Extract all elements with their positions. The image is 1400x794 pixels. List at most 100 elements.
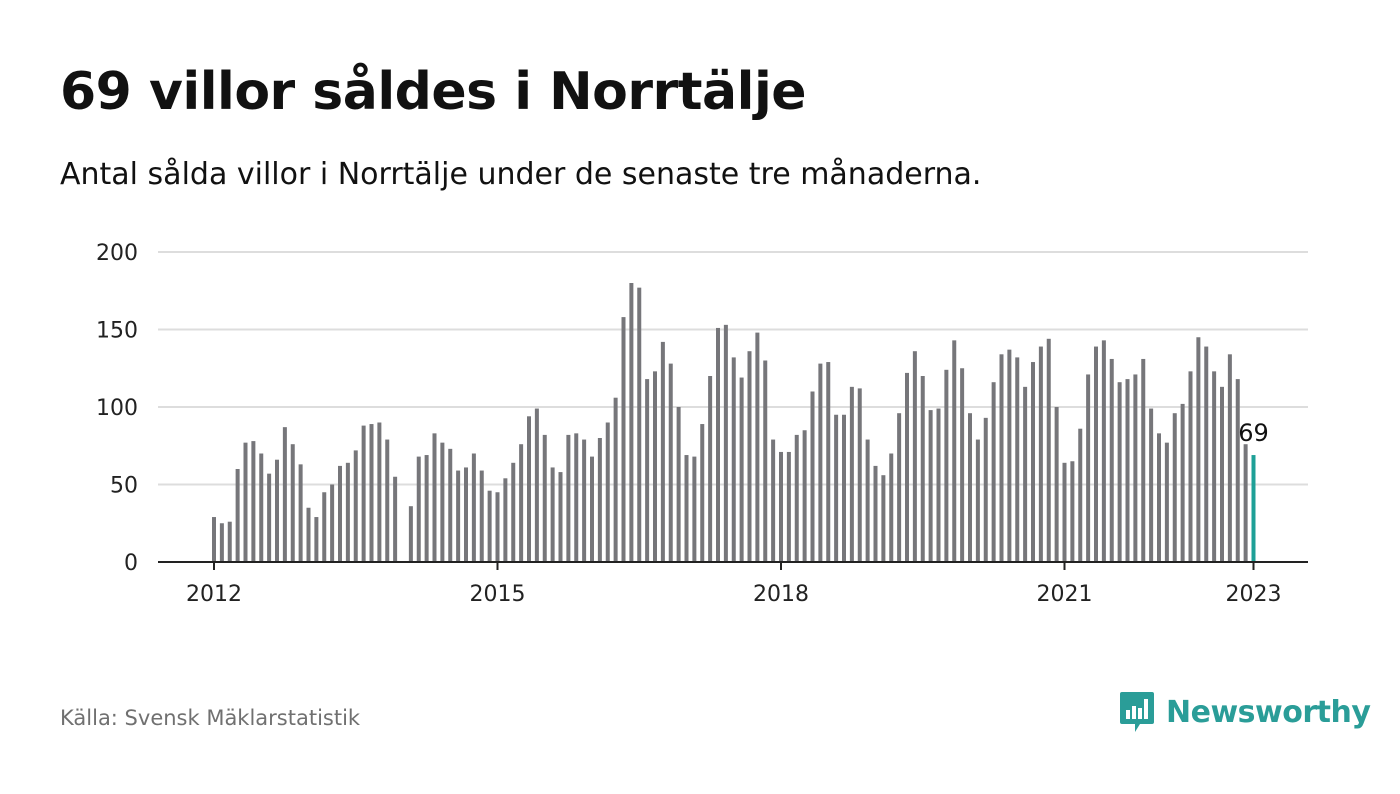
- bar: [779, 451, 783, 562]
- bar: [692, 456, 697, 562]
- bar: [322, 492, 327, 562]
- bar: [613, 397, 618, 562]
- bar: [1109, 358, 1114, 562]
- bar: [314, 517, 319, 562]
- bar: [369, 424, 374, 562]
- bar: [282, 427, 287, 562]
- bar: [330, 484, 335, 562]
- bar: [881, 475, 886, 562]
- bar: [723, 324, 728, 562]
- bar: [1125, 379, 1130, 562]
- bar: [1220, 386, 1224, 562]
- bar: [393, 476, 398, 562]
- bar: [243, 442, 248, 562]
- bar: [290, 444, 295, 562]
- bar: [991, 382, 996, 562]
- newsworthy-logo-icon: [1120, 692, 1154, 732]
- y-tick-label: 100: [96, 396, 138, 421]
- bar: [668, 363, 673, 562]
- bar: [212, 517, 216, 562]
- bar: [928, 410, 933, 562]
- bar: [275, 459, 279, 562]
- chart-subtitle: Antal sålda villor i Norrtälje under de …: [60, 157, 982, 192]
- bar: [479, 470, 484, 562]
- bar: [739, 377, 744, 562]
- bar: [849, 386, 854, 562]
- bar: [582, 439, 587, 562]
- bar: [550, 467, 555, 562]
- bar: [377, 422, 382, 562]
- bar: [1141, 358, 1146, 562]
- bar: [1078, 428, 1083, 562]
- bar: [1117, 382, 1122, 562]
- bar: [1094, 346, 1098, 562]
- bar: [495, 492, 500, 562]
- bar: [1101, 340, 1106, 562]
- bar: [952, 340, 957, 562]
- bar: [503, 478, 508, 562]
- source-note: Källa: Svensk Mäklarstatistik: [60, 706, 361, 730]
- bar: [1015, 357, 1020, 562]
- bar: [676, 407, 681, 562]
- bar: [219, 523, 224, 562]
- bar: [975, 439, 980, 562]
- axes: 0 50 100 150 200 69 2012 2015 2018 2021 2023: [96, 241, 1308, 607]
- bar: [353, 450, 358, 562]
- bar: [1023, 386, 1028, 562]
- bar: [1188, 371, 1193, 562]
- bar: [385, 439, 390, 562]
- bar: [1157, 433, 1161, 562]
- bar: [818, 363, 823, 562]
- bar: [527, 416, 531, 562]
- y-tick-label: 150: [96, 319, 138, 344]
- bar: [306, 507, 311, 562]
- bar: [653, 371, 657, 562]
- bar: [920, 376, 925, 562]
- bar: [267, 473, 272, 562]
- bar: [432, 433, 437, 562]
- bar: [747, 351, 752, 562]
- bar: [534, 408, 539, 562]
- bar: [1235, 379, 1240, 562]
- bar: [471, 453, 476, 562]
- bar: [983, 417, 988, 562]
- bar: [251, 441, 256, 562]
- bar: [1046, 338, 1051, 562]
- bar: [1149, 408, 1154, 562]
- bar: [259, 453, 264, 562]
- bar: [1196, 337, 1201, 562]
- bar: [440, 442, 445, 562]
- bar: [558, 472, 563, 562]
- bar: [1180, 403, 1185, 562]
- bar-data-label: 69: [1238, 419, 1269, 447]
- bar: [1212, 371, 1217, 562]
- bar: [1086, 374, 1091, 562]
- bar: [345, 462, 350, 562]
- bar: [936, 408, 941, 562]
- bar: [464, 467, 468, 562]
- bar: [771, 439, 776, 562]
- bar: [660, 341, 665, 562]
- bar: [597, 438, 602, 562]
- bar: [1172, 413, 1177, 562]
- bar: [912, 351, 917, 562]
- x-tick-label: 2021: [1037, 582, 1093, 607]
- bar: [298, 464, 303, 562]
- bar: [763, 360, 768, 562]
- bar: [842, 414, 846, 562]
- bar-highlight: [1251, 455, 1256, 562]
- bar: [487, 490, 492, 562]
- bar: [999, 354, 1004, 562]
- bar: [408, 506, 413, 562]
- y-tick-label: 0: [124, 551, 138, 576]
- bar: [456, 470, 461, 562]
- bar: [873, 465, 878, 562]
- bar: [338, 465, 342, 562]
- bar: [542, 434, 547, 562]
- bar: [802, 430, 807, 562]
- y-tick-label: 200: [96, 241, 138, 266]
- bar: [1038, 346, 1043, 562]
- bars: [212, 283, 1256, 562]
- bar: [794, 434, 799, 562]
